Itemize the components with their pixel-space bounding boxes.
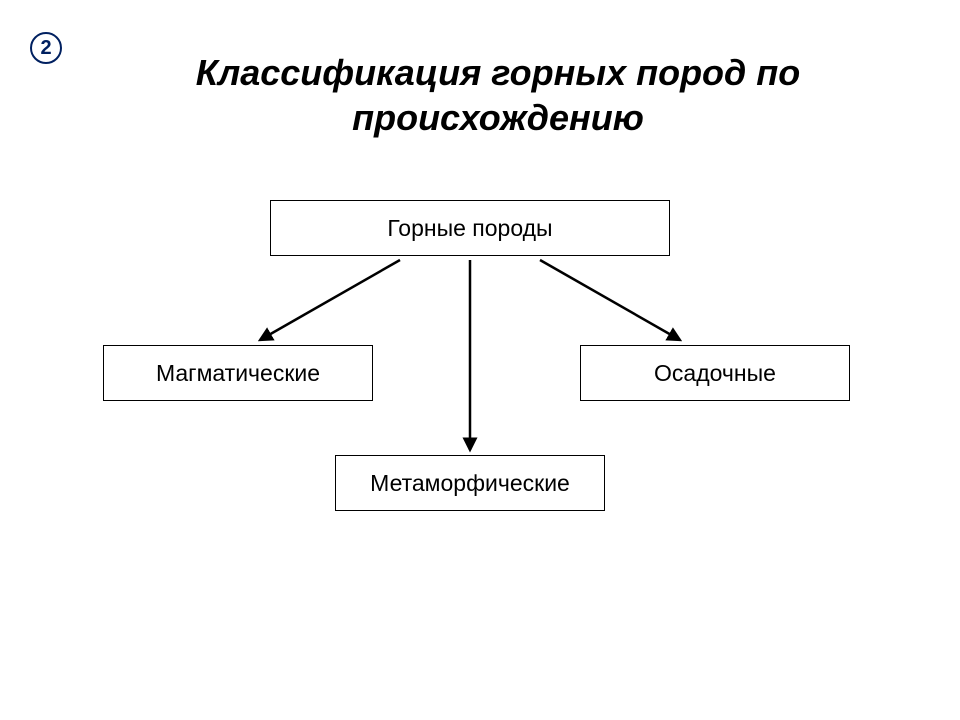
page-title: Классификация горных пород по происхожде… <box>98 50 898 140</box>
node-mid: Метаморфические <box>335 455 605 511</box>
node-left-label: Магматические <box>156 360 320 387</box>
node-left: Магматические <box>103 345 373 401</box>
node-root: Горные породы <box>270 200 670 256</box>
edge-arrow <box>260 260 400 340</box>
node-mid-label: Метаморфические <box>370 470 570 497</box>
slide-number-badge: 2 <box>30 32 62 64</box>
node-right-label: Осадочные <box>654 360 776 387</box>
node-root-label: Горные породы <box>387 215 552 242</box>
slide-number: 2 <box>40 37 51 60</box>
edge-arrow <box>540 260 680 340</box>
node-right: Осадочные <box>580 345 850 401</box>
